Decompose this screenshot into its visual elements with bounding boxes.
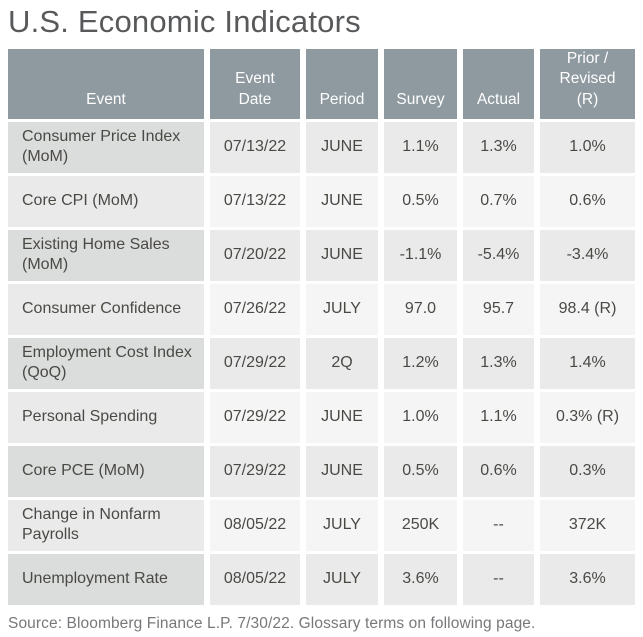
cell-actual: 95.7 — [463, 283, 534, 335]
cell-event: Core CPI (MoM) — [8, 175, 204, 227]
cell-period: JULY — [306, 283, 378, 335]
cell-actual: 0.7% — [463, 175, 534, 227]
cell-event: Consumer Confidence — [8, 283, 204, 335]
economic-indicators-table: Event Event Date Period Survey Actual Pr… — [8, 48, 635, 605]
cell-event: Existing Home Sales (MoM) — [8, 229, 204, 281]
cell-event: Unemployment Rate — [8, 553, 204, 605]
cell-survey: 3.6% — [384, 553, 457, 605]
cell-event-date: 07/29/22 — [210, 391, 300, 443]
cell-actual: -- — [463, 553, 534, 605]
cell-event: Change in Nonfarm Payrolls — [8, 499, 204, 551]
cell-period: JUNE — [306, 391, 378, 443]
cell-actual: 0.6% — [463, 445, 534, 497]
column-header-survey: Survey — [384, 48, 457, 119]
cell-period: JULY — [306, 553, 378, 605]
cell-event-date: 07/13/22 — [210, 121, 300, 173]
column-header-event: Event — [8, 48, 204, 119]
column-header-event-date: Event Date — [210, 48, 300, 119]
cell-event-date: 07/29/22 — [210, 445, 300, 497]
cell-event: Consumer Price Index (MoM) — [8, 121, 204, 173]
cell-actual: 1.1% — [463, 391, 534, 443]
source-note: Source: Bloomberg Finance L.P. 7/30/22. … — [8, 614, 536, 632]
cell-event-date: 07/29/22 — [210, 337, 300, 389]
cell-survey: 1.1% — [384, 121, 457, 173]
cell-survey: 97.0 — [384, 283, 457, 335]
cell-prior-revised: 372K — [540, 499, 635, 551]
cell-event: Core PCE (MoM) — [8, 445, 204, 497]
cell-survey: 0.5% — [384, 175, 457, 227]
cell-actual: 1.3% — [463, 337, 534, 389]
column-header-period: Period — [306, 48, 378, 119]
cell-prior-revised: 98.4 (R) — [540, 283, 635, 335]
cell-survey: 1.2% — [384, 337, 457, 389]
cell-period: JUNE — [306, 229, 378, 281]
cell-survey: -1.1% — [384, 229, 457, 281]
cell-survey: 250K — [384, 499, 457, 551]
cell-actual: -- — [463, 499, 534, 551]
cell-event: Employment Cost Index (QoQ) — [8, 337, 204, 389]
cell-survey: 1.0% — [384, 391, 457, 443]
cell-period: JULY — [306, 499, 378, 551]
cell-prior-revised: 3.6% — [540, 553, 635, 605]
cell-prior-revised: 0.6% — [540, 175, 635, 227]
cell-prior-revised: -3.4% — [540, 229, 635, 281]
column-header-prior-revised: Prior / Revised (R) — [540, 48, 635, 119]
cell-actual: -5.4% — [463, 229, 534, 281]
cell-event: Personal Spending — [8, 391, 204, 443]
cell-survey: 0.5% — [384, 445, 457, 497]
cell-prior-revised: 1.4% — [540, 337, 635, 389]
cell-period: JUNE — [306, 175, 378, 227]
column-header-actual: Actual — [463, 48, 534, 119]
cell-event-date: 07/13/22 — [210, 175, 300, 227]
cell-event-date: 08/05/22 — [210, 499, 300, 551]
cell-period: JUNE — [306, 445, 378, 497]
cell-period: JUNE — [306, 121, 378, 173]
cell-actual: 1.3% — [463, 121, 534, 173]
cell-event-date: 07/26/22 — [210, 283, 300, 335]
cell-prior-revised: 0.3% (R) — [540, 391, 635, 443]
page-title: U.S. Economic Indicators — [8, 4, 361, 39]
cell-event-date: 08/05/22 — [210, 553, 300, 605]
cell-prior-revised: 1.0% — [540, 121, 635, 173]
cell-event-date: 07/20/22 — [210, 229, 300, 281]
cell-period: 2Q — [306, 337, 378, 389]
cell-prior-revised: 0.3% — [540, 445, 635, 497]
